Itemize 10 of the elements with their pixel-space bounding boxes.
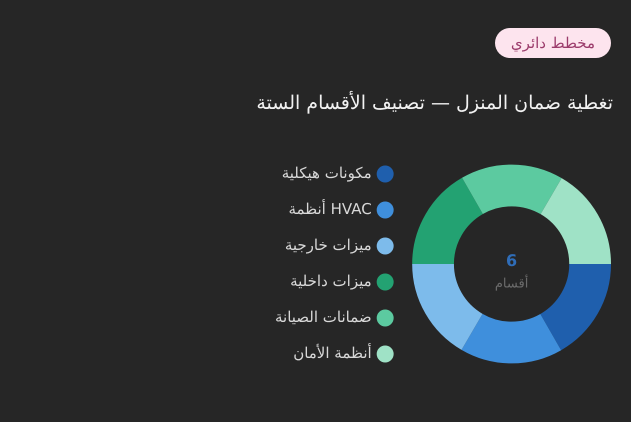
legend-label: ميزات داخلية [290,272,372,290]
text: 6 [506,251,518,270]
legend-label: أنظمة HVAC [288,198,372,218]
legend-label: أنظمة الأمان [293,342,372,362]
legend-label: ضمانات الصيانة [274,308,372,326]
text: أقسام [494,274,528,292]
legend-label: مكونات هيكلية [282,164,372,182]
legend-label: ميزات خارجية [284,236,372,254]
text: مخطط دائري [494,28,611,58]
chart-title: تغطية ضمان المنزل — تصنيف الأقسام الستة [256,92,613,114]
